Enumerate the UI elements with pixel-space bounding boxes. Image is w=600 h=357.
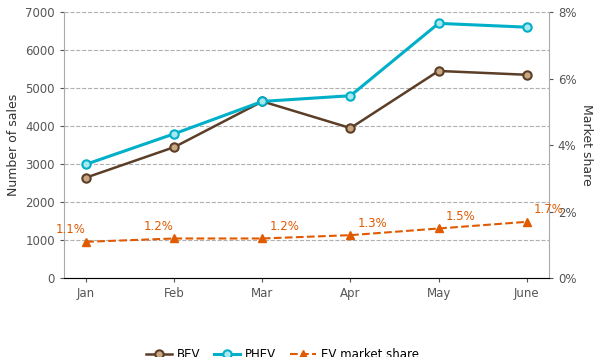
Text: 1.1%: 1.1% [56, 223, 85, 236]
Legend: BEV, PHEV, EV market share: BEV, PHEV, EV market share [141, 343, 424, 357]
Text: 1.2%: 1.2% [269, 220, 299, 233]
Y-axis label: Market share: Market share [580, 104, 593, 186]
Text: 1.2%: 1.2% [144, 220, 173, 233]
Y-axis label: Number of sales: Number of sales [7, 94, 20, 196]
Text: 1.3%: 1.3% [358, 217, 387, 230]
Text: 1.5%: 1.5% [446, 210, 475, 223]
Text: 1.7%: 1.7% [533, 203, 563, 216]
